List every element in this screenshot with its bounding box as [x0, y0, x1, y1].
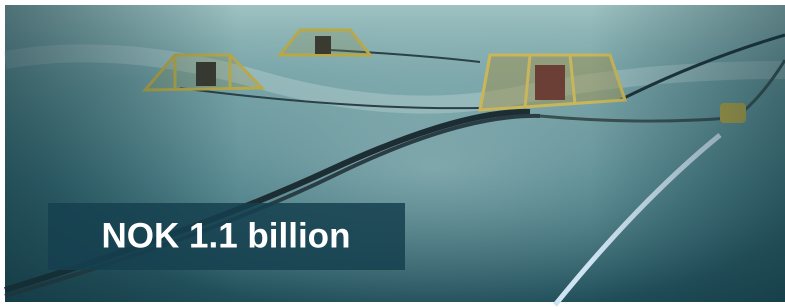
banner: NOK 1.1 billion	[48, 203, 405, 270]
banner-text: NOK 1.1 billion	[102, 216, 351, 255]
scene: NOK 1.1 billion	[0, 0, 785, 307]
